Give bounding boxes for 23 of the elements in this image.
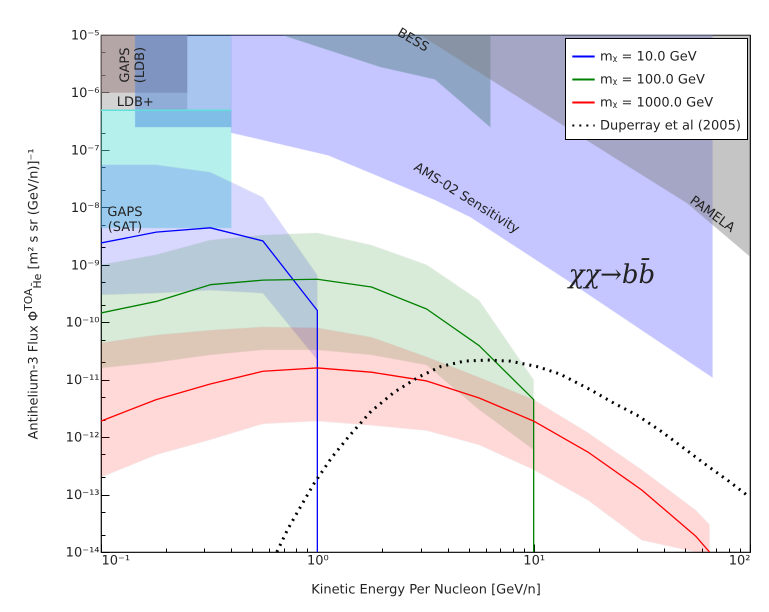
annotation: GAPS (LDB) bbox=[118, 46, 148, 84]
y-tick-label: 10⁻¹³ bbox=[66, 488, 100, 504]
x-tick-label: 10² bbox=[728, 554, 750, 568]
y-tick-label: 10⁻⁷ bbox=[70, 143, 100, 158]
y-tick-label: 10⁻¹⁰ bbox=[66, 316, 100, 331]
y-tick-label: 10⁻¹¹ bbox=[66, 373, 100, 388]
x-tick-label: 10¹ bbox=[523, 554, 546, 568]
y-tick-label: 10⁻¹⁴ bbox=[66, 546, 100, 560]
legend-label: mᵪ = 10.0 GeV bbox=[600, 50, 697, 64]
x-tick-label: 10⁻¹ bbox=[102, 554, 130, 568]
y-tick-label: 10⁻⁶ bbox=[70, 86, 100, 101]
y-tick-label: 10⁻¹² bbox=[66, 430, 100, 446]
y-tick-label: 10⁻⁸ bbox=[70, 200, 100, 216]
annotation: LDB+ bbox=[116, 95, 154, 110]
annotation: χχ→bb̄ bbox=[566, 258, 656, 290]
x-axis-title: Kinetic Energy Per Nucleon [GeV/n] bbox=[311, 582, 541, 598]
legend-label: Duperray et al (2005) bbox=[600, 118, 741, 134]
legend-label: mᵪ = 100.0 GeV bbox=[600, 72, 705, 88]
x-tick-label: 10⁰ bbox=[306, 554, 329, 568]
annotation: GAPS (SAT) bbox=[107, 204, 142, 235]
legend-label: mᵪ = 1000.0 GeV bbox=[600, 96, 714, 110]
y-tick-label: 10⁻⁵ bbox=[70, 28, 100, 44]
y-tick-label: 10⁻⁹ bbox=[70, 258, 100, 274]
